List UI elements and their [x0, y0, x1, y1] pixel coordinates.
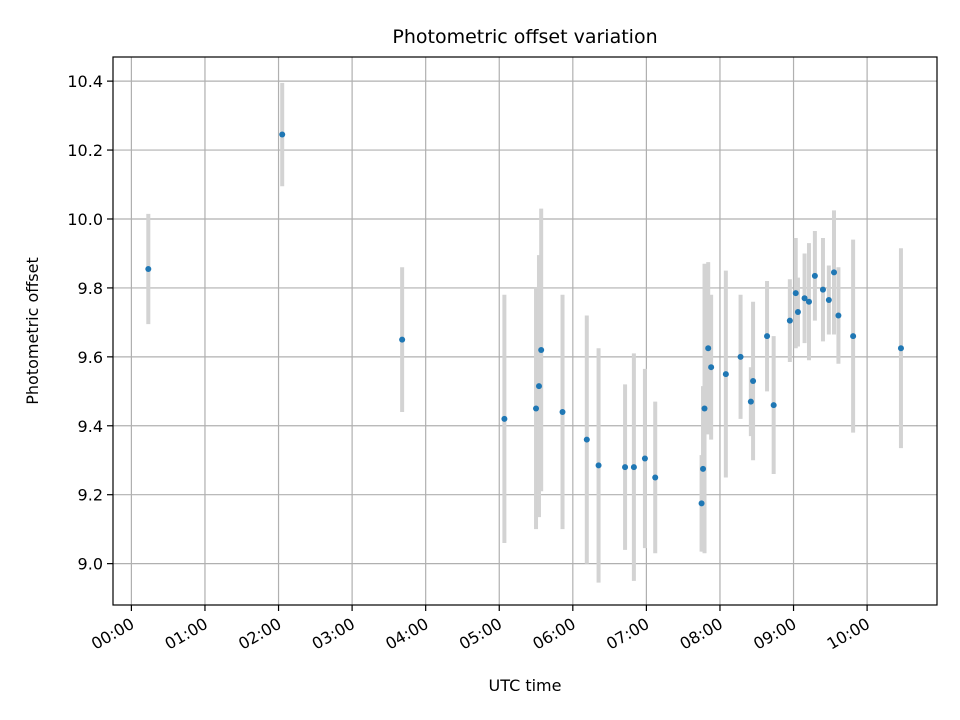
data-point	[279, 131, 286, 138]
plot-frame	[112, 56, 938, 606]
data-point	[698, 500, 705, 507]
data-point	[825, 296, 832, 303]
data-point	[747, 398, 754, 405]
data-point	[538, 346, 545, 353]
data-point	[831, 269, 837, 276]
grid	[113, 57, 937, 605]
data-point	[811, 272, 818, 279]
data-point	[850, 333, 857, 340]
data-point	[708, 364, 715, 371]
x-tick-label: 06:00	[529, 614, 578, 654]
data-point	[701, 405, 708, 412]
data-point	[819, 286, 826, 293]
y-tick-label: 9.4	[78, 417, 103, 436]
x-tick-label: 07:00	[603, 614, 652, 654]
x-tick-label: 08:00	[677, 614, 726, 654]
data-point	[705, 345, 712, 352]
error-bars	[146, 82, 903, 583]
data-point	[399, 336, 406, 343]
x-axis-title: UTC time	[489, 676, 562, 695]
x-tick-label: 09:00	[750, 614, 799, 654]
data-points	[145, 131, 904, 507]
y-tick-label: 10.4	[67, 72, 103, 91]
data-point	[786, 317, 793, 324]
y-tick-label: 10.0	[67, 210, 103, 229]
x-axis: 00:00 01:00 02:00 03:00 04:00 05:00 06:00 07:00…	[88, 605, 873, 654]
data-point	[622, 464, 629, 471]
x-tick-label: 05:00	[456, 614, 505, 654]
data-point	[801, 295, 808, 302]
data-point	[835, 312, 842, 319]
x-tick-label: 10:00	[824, 614, 873, 654]
data-point	[897, 345, 904, 352]
data-point	[595, 462, 602, 469]
data-point	[533, 405, 540, 412]
data-point	[737, 353, 744, 360]
x-tick-label: 00:00	[88, 614, 137, 654]
y-axis: 9.0 9.2 9.4 9.6 9.8 10.0 10.2 10.4	[67, 72, 113, 574]
data-point	[145, 265, 152, 272]
data-point	[559, 408, 566, 415]
y-axis-title: Photometric offset	[23, 257, 42, 405]
data-point	[700, 465, 707, 472]
x-tick-label: 02:00	[235, 614, 284, 654]
data-point	[641, 455, 648, 462]
data-point	[722, 371, 729, 378]
data-point	[764, 333, 771, 340]
data-point	[535, 383, 542, 390]
x-tick-label: 04:00	[382, 614, 431, 654]
data-point	[750, 377, 757, 384]
x-tick-label: 01:00	[162, 614, 211, 654]
data-point	[501, 415, 508, 422]
data-point	[792, 290, 799, 297]
data-point	[583, 436, 590, 443]
chart-title: Photometric offset variation	[392, 26, 657, 48]
data-point	[770, 402, 777, 409]
data-point	[652, 474, 659, 481]
y-tick-label: 9.6	[78, 348, 103, 367]
y-tick-label: 10.2	[67, 141, 103, 160]
x-tick-label: 03:00	[309, 614, 358, 654]
data-point	[805, 298, 812, 305]
y-tick-label: 9.2	[78, 486, 103, 505]
data-point	[794, 309, 801, 316]
y-tick-label: 9.8	[78, 279, 103, 298]
y-tick-label: 9.0	[78, 555, 103, 574]
data-point	[630, 464, 637, 471]
